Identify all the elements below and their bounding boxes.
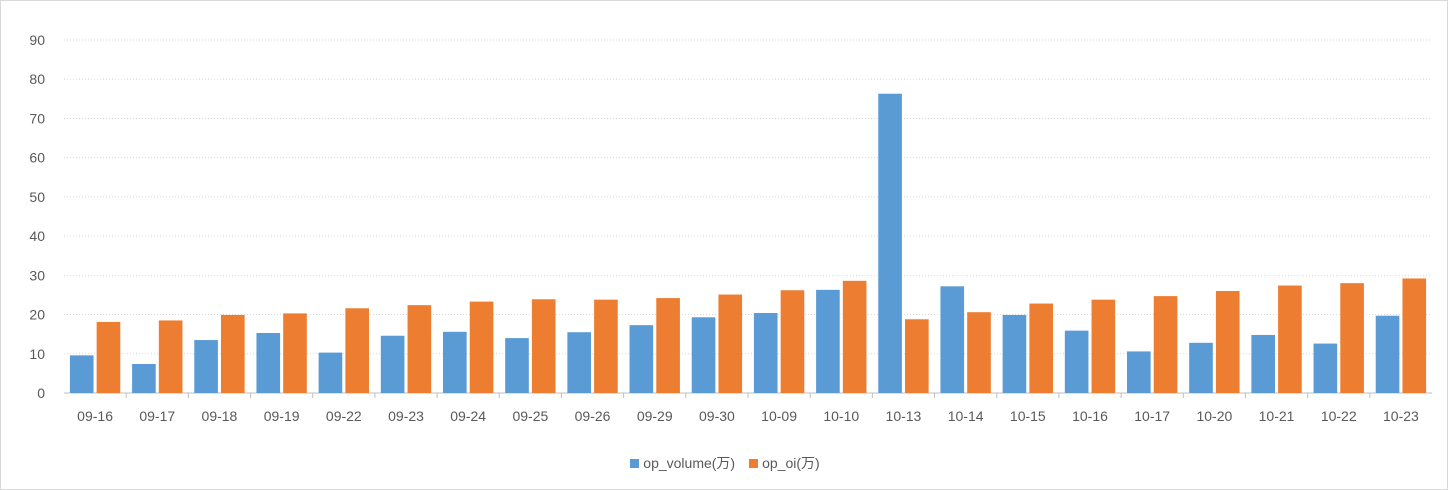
x-tick-label: 10-15 [1010,408,1046,424]
x-tick-label: 09-16 [77,408,113,424]
bar-op-oi [469,301,494,393]
bar-op-volume [1064,330,1089,393]
bar-op-oi [407,305,432,393]
x-tick-label: 09-17 [139,408,175,424]
bar-op-volume [691,317,716,393]
bar-op-volume [318,352,343,393]
bar-op-volume [567,332,591,393]
bar-op-oi [531,299,556,393]
bar-op-volume [940,286,965,393]
bar-op-volume [69,355,94,393]
x-tick-label: 09-18 [202,408,238,424]
y-tick-label: 80 [29,71,45,87]
bar-op-volume [1127,351,1151,393]
bar-op-volume [1251,334,1275,393]
x-tick-label: 09-30 [699,408,735,424]
bar-op-oi [842,280,867,393]
x-tick-label: 09-23 [388,408,424,424]
x-tick-label: 09-29 [637,408,673,424]
legend-label-op-volume: op_volume(万) [643,455,736,471]
bar-op-oi [283,313,307,393]
legend-label-op-oi: op_oi(万) [762,455,820,471]
bar-op-volume [194,340,218,393]
x-tick-label: 09-24 [450,408,486,424]
bar-op-oi [1091,299,1116,393]
bar-op-volume [1002,314,1027,393]
bar-op-volume [443,331,467,393]
bar-op-oi [1340,283,1364,393]
y-tick-label: 10 [29,346,45,362]
y-tick-label: 50 [29,189,45,205]
x-tick-label: 10-09 [761,408,797,424]
x-tick-label: 10-10 [823,408,859,424]
bar-op-oi [1153,296,1178,393]
x-tick-label: 09-22 [326,408,362,424]
bar-op-oi [967,312,991,393]
x-axis-ticks: 09-16 09-17 09-18 09-19 09-22 09-23 09-24 09-25… [77,393,1419,424]
bar-op-volume [132,363,156,393]
legend-item-op-volume: op_volume(万) [630,453,735,473]
x-tick-label: 09-19 [264,408,300,424]
x-tick-label: 10-23 [1383,408,1419,424]
y-tick-label: 0 [37,385,45,401]
x-tick-label: 10-13 [886,408,922,424]
bar-op-oi [96,322,121,393]
y-tick-label: 60 [29,150,45,166]
bar-op-oi [1029,303,1053,393]
y-tick-label: 90 [29,32,45,48]
bar-op-oi [345,308,369,393]
legend-swatch-op-oi [749,458,759,468]
x-tick-label: 09-25 [512,408,548,424]
bar-op-oi [718,294,743,393]
y-tick-label: 20 [29,307,45,323]
bar-chart: 0 10 20 30 40 50 60 70 80 90 09-16 09-17 09-18 09-19… [29,32,1432,424]
bar-op-oi [1402,278,1427,393]
legend: op_volume(万) op_oi(万) [1,453,1448,473]
x-tick-label: 10-22 [1321,408,1357,424]
x-tick-label: 10-20 [1196,408,1232,424]
legend-swatch-op-volume [630,458,640,468]
bars [69,93,1427,393]
bar-op-volume [505,338,529,393]
bar-op-oi [1278,285,1302,393]
bar-op-volume [380,335,405,393]
legend-item-op-oi: op_oi(万) [749,453,820,473]
y-tick-label: 40 [29,228,45,244]
bar-op-volume [1375,315,1400,393]
bar-op-oi [594,299,618,393]
bar-op-volume [1313,343,1338,393]
bar-op-oi [656,298,680,393]
bar-op-oi [1215,291,1240,393]
x-tick-label: 10-16 [1072,408,1108,424]
bar-op-oi [158,320,183,393]
bar-op-oi [905,319,929,393]
bar-op-volume [256,332,281,393]
y-axis-ticks: 0 10 20 30 40 50 60 70 80 90 [29,32,45,401]
x-tick-label: 09-26 [575,408,611,424]
y-tick-label: 70 [29,110,45,126]
x-tick-label: 10-17 [1134,408,1170,424]
bar-op-oi [221,314,245,393]
y-tick-label: 30 [29,267,45,283]
bar-op-volume [816,289,840,393]
x-tick-label: 10-14 [948,408,984,424]
x-tick-label: 10-21 [1259,408,1295,424]
bar-op-oi [780,290,805,393]
bar-op-volume [878,93,902,393]
bar-op-volume [753,312,778,393]
bar-op-volume [1189,342,1213,393]
bar-op-volume [629,325,654,393]
